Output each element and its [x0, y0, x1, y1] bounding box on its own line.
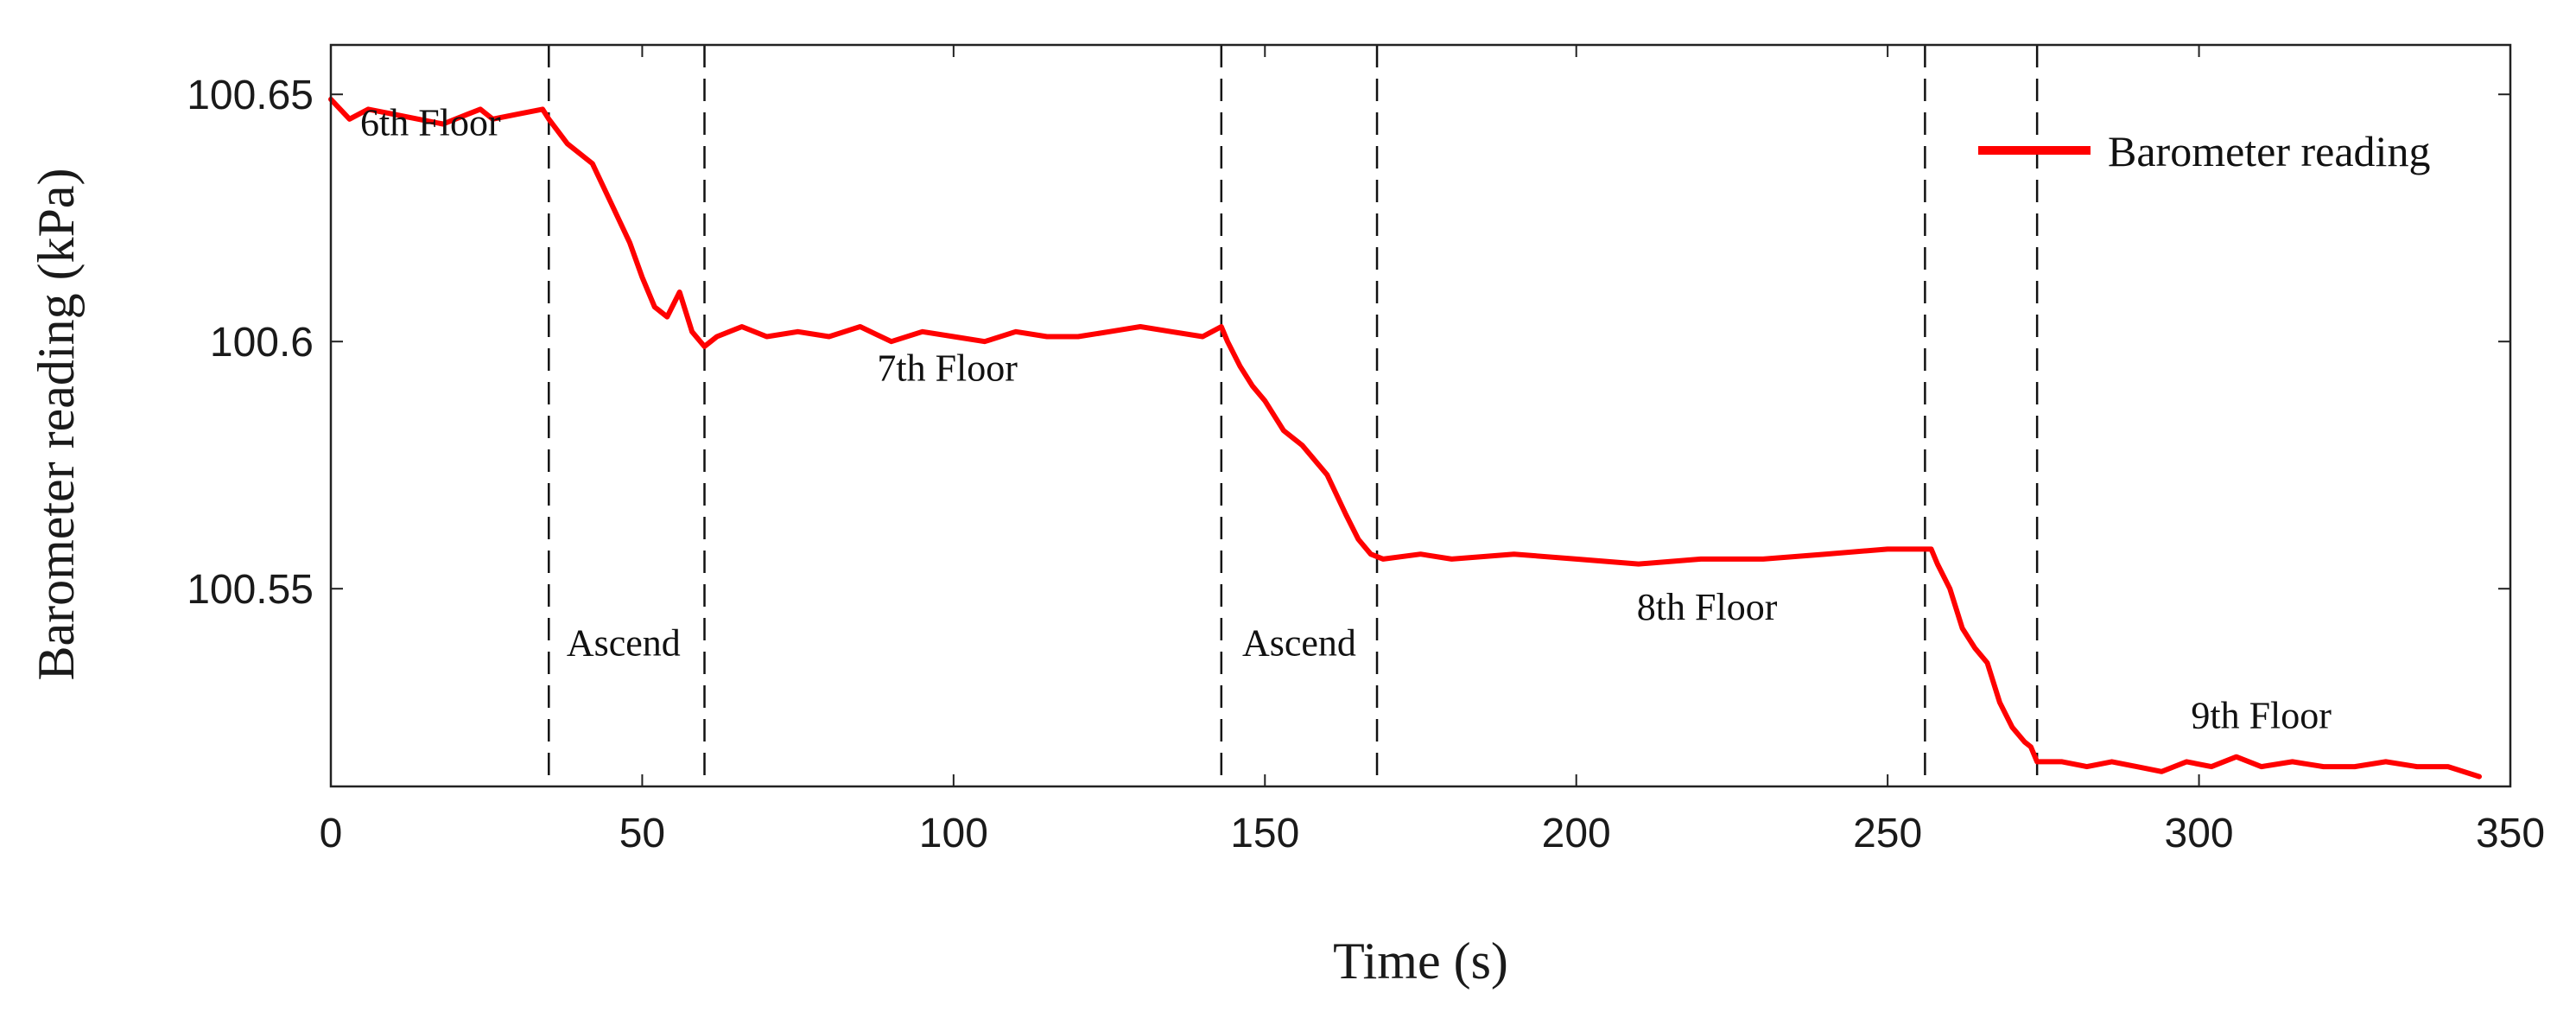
annotation-label: 8th Floor [1637, 586, 1778, 628]
x-tick-label: 350 [2476, 811, 2545, 856]
x-tick-label: 150 [1230, 811, 1299, 856]
axis-ticks: 0 50 100 150 200 250 300 350 100.65 100.6 100.55 [187, 45, 2545, 856]
series-line-barometer [328, 96, 2482, 780]
annotation-label: 9th Floor [2191, 695, 2332, 737]
legend: Barometer reading [1978, 127, 2430, 175]
y-tick-label: 100.55 [187, 567, 314, 613]
y-tick-label: 100.6 [210, 320, 314, 366]
plot-frame [329, 43, 2512, 788]
x-tick-label: 250 [1853, 811, 1922, 856]
annotation-layer: 6th Floor 7th Floor 8th Floor 9th Floor Asce… [360, 102, 2332, 737]
annotation-label: Ascend [567, 621, 681, 664]
x-axis-title: Time (s) [1333, 932, 1508, 990]
y-axis-title: Barometer reading (kPa) [28, 168, 85, 680]
legend-label: Barometer reading [2108, 127, 2430, 175]
x-tick-label: 200 [1542, 811, 1611, 856]
x-tick-label: 50 [619, 811, 665, 856]
series-layer [328, 96, 2482, 780]
y-tick-label: 100.65 [187, 73, 314, 118]
x-tick-label: 100 [919, 811, 988, 856]
x-tick-label: 0 [320, 811, 343, 856]
annotation-label: 7th Floor [877, 347, 1018, 389]
annotation-label: 6th Floor [360, 102, 501, 144]
x-tick-label: 300 [2165, 811, 2234, 856]
annotation-label: Ascend [1242, 621, 1356, 664]
phase-boundaries [548, 45, 2039, 786]
